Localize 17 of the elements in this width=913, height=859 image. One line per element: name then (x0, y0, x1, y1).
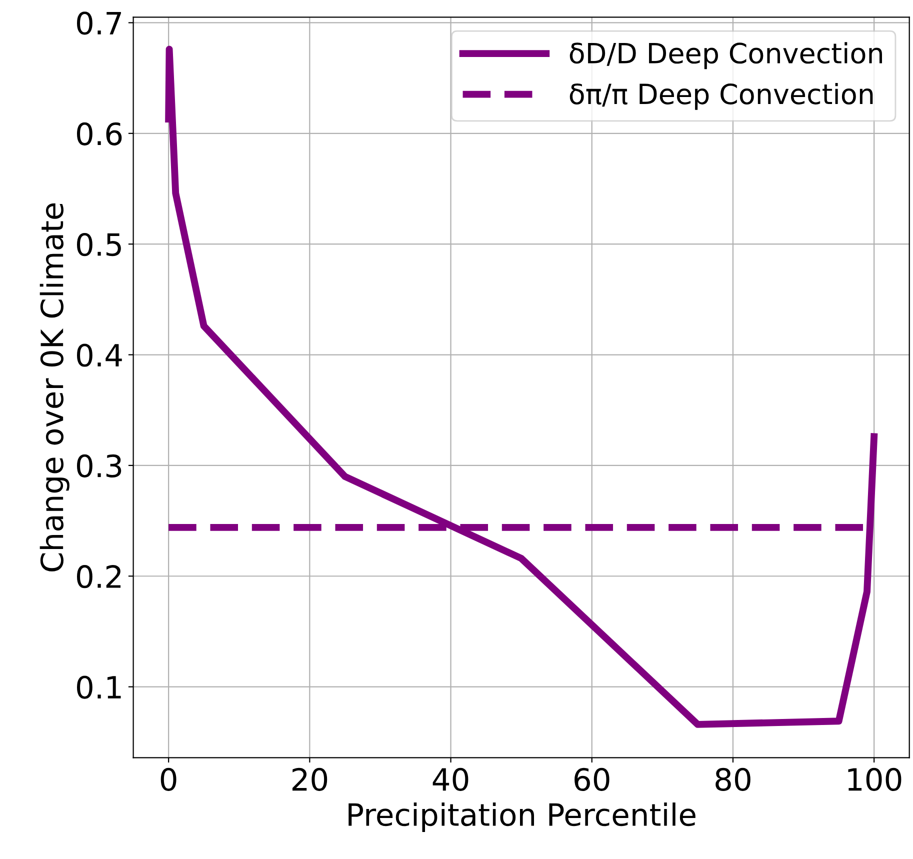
x-tick-label: 60 (574, 768, 610, 792)
y-tick-label: 0.7 (77, 12, 121, 35)
x-axis-title: Precipitation Percentile (348, 802, 696, 832)
x-tick-label: 0 (160, 768, 176, 792)
y-tick-label: 0.3 (77, 454, 122, 478)
x-tick-label: 20 (292, 768, 328, 792)
x-tick-label: 100 (848, 768, 902, 792)
y-tick-label: 0.2 (77, 565, 121, 588)
x-tick-label: 40 (432, 768, 468, 792)
x-tick-label: 80 (716, 768, 750, 792)
y-tick-label: 0.4 (77, 344, 122, 367)
y-tick-label: 0.1 (77, 676, 121, 699)
legend-label: δD/D Deep Convection (570, 42, 882, 70)
y-axis-title: Change over 0K Climate (40, 203, 70, 572)
legend-label: δπ/π Deep Convection (570, 82, 873, 110)
y-tick-label: 0.6 (77, 122, 122, 146)
y-tick-label: 0.5 (77, 233, 121, 256)
